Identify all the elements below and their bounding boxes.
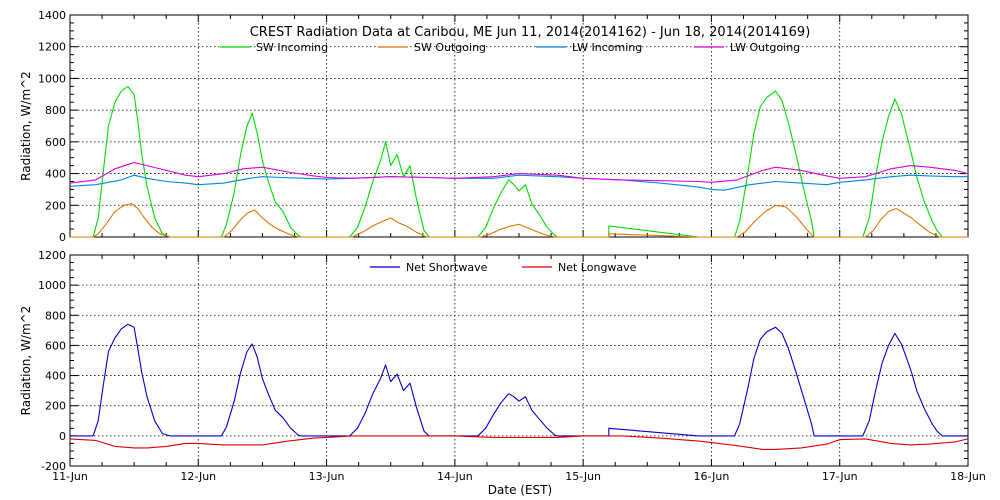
bottom-x-tick-label: 13-Jun	[309, 470, 345, 483]
bottom-y-tick-label: 200	[45, 400, 66, 413]
bottom-x-tick-label: 12-Jun	[180, 470, 216, 483]
bottom-panel: -200 0 200 400 600 800 1000 1200 Radiation, W/m^…	[19, 249, 986, 483]
top-y-tick-label: 1000	[38, 72, 66, 85]
bottom-y-tick-label: 800	[45, 309, 66, 322]
x-axis-label: Date (EST)	[488, 483, 552, 497]
bottom-x-tick-label: 15-Jun	[565, 470, 601, 483]
legend-label-lw_outgoing: LW Outgoing	[730, 41, 800, 54]
series-net_shortwave	[70, 323, 968, 437]
bottom-x-tick-label: 16-Jun	[694, 470, 730, 483]
bottom-x-tick-label: 14-Jun	[437, 470, 473, 483]
top-y-tick-label: 400	[45, 168, 66, 181]
bottom-y-tick-label: 0	[59, 430, 66, 443]
bottom-y-tick-label: -200	[41, 460, 66, 473]
bottom-y-tick-label: 600	[45, 339, 66, 352]
bottom-x-tick-label: 11-Jun	[52, 470, 88, 483]
bottom-x-tick-label: 17-Jun	[822, 470, 858, 483]
series-lw_incoming	[69, 174, 968, 191]
legend-label-sw_incoming: SW Incoming	[256, 41, 328, 54]
legend-label-net_shortwave: Net Shortwave	[406, 261, 488, 274]
top-y-tick-label: 200	[45, 199, 66, 212]
top-y-axis-label: Radiation, W/m^2	[19, 71, 33, 181]
bottom-y-tick-label: 1000	[38, 279, 66, 292]
series-sw_outgoing	[70, 203, 968, 238]
bottom-x-tick-label: 18-Jun	[950, 470, 986, 483]
chart-title: CREST Radiation Data at Caribou, ME Jun …	[250, 25, 811, 40]
legend-label-net_longwave: Net Longwave	[558, 261, 637, 274]
series-lw_outgoing	[69, 161, 969, 184]
top-panel: 0 200 400 600 800 1000 1200 1400 Radiation, W/m^…	[19, 9, 969, 244]
series-net_longwave	[69, 435, 969, 450]
top-y-tick-label: 600	[45, 136, 66, 149]
top-y-tick-label: 0	[59, 231, 66, 244]
bottom-y-tick-label: 400	[45, 370, 66, 383]
top-y-tick-label: 1200	[38, 41, 66, 54]
top-y-tick-label: 800	[45, 104, 66, 117]
bottom-y-tick-label: 1200	[38, 249, 66, 262]
top-y-tick-label: 1400	[38, 9, 66, 22]
legend-label-sw_outgoing: SW Outgoing	[414, 41, 486, 54]
legend-label-lw_incoming: LW Incoming	[572, 41, 642, 54]
bottom-y-axis-label: Radiation, W/m^2	[19, 306, 33, 416]
